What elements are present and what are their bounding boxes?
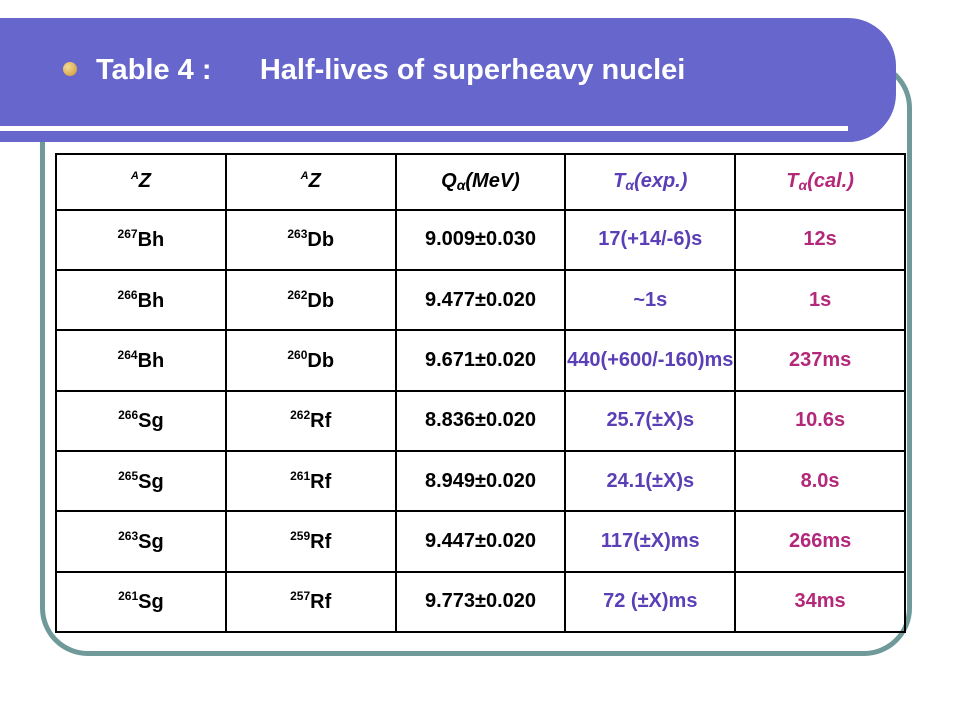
t-cal-cell: 8.0s (734, 450, 906, 513)
header-symbol: Z (308, 170, 321, 193)
q-value-cell: 9.009±0.030 (394, 208, 567, 272)
table-row: 265Sg 261Rf 8.949±0.020 24.1(±X)s 8.0s (55, 450, 906, 513)
t-cal-cell: 237ms (734, 329, 906, 392)
daughter-nucleus-cell: 263Db (224, 208, 397, 272)
header-sub: α (625, 177, 635, 194)
table-row: 261Sg 257Rf 9.773±0.020 72 (±X)ms 34ms (55, 570, 906, 634)
t-exp-cell: 24.1(±X)s (564, 450, 737, 513)
parent-element: Bh (137, 289, 165, 312)
table-row: 266Bh 262Db 9.477±0.020 ~1s 1s (55, 269, 906, 332)
t-exp-cell: 25.7(±X)s (564, 389, 737, 453)
table-row: 263Sg 259Rf 9.447±0.020 117(±X)ms 266ms (55, 510, 906, 573)
t-cal-cell: 34ms (734, 570, 906, 634)
daughter-element: Rf (310, 530, 332, 553)
parent-element: Bh (137, 229, 165, 252)
header-daughter-nucleus: AZ (224, 153, 397, 211)
parent-mass: 266 (118, 408, 139, 423)
q-value-cell: 9.671±0.020 (394, 329, 567, 392)
daughter-nucleus-cell: 257Rf (224, 570, 397, 634)
header-t-exp: Tα(exp.) (564, 153, 737, 211)
q-value-cell: 8.836±0.020 (394, 389, 567, 453)
header-sub: α (798, 177, 808, 194)
t-cal-cell: 10.6s (734, 389, 906, 453)
q-value-cell: 9.477±0.020 (394, 269, 567, 332)
slide-title: Table 4 : Half-lives of superheavy nucle… (96, 54, 686, 86)
t-exp-cell: 117(±X)ms (564, 510, 737, 573)
daughter-nucleus-cell: 260Db (224, 329, 397, 392)
parent-element: Bh (137, 350, 165, 373)
parent-element: Sg (138, 410, 164, 433)
daughter-nucleus-cell: 261Rf (224, 450, 397, 513)
parent-nucleus-cell: 264Bh (55, 329, 227, 392)
t-exp-cell: ~1s (564, 269, 737, 332)
parent-nucleus-cell: 261Sg (55, 570, 227, 634)
daughter-element: Rf (310, 410, 332, 433)
daughter-mass: 263 (287, 227, 308, 242)
header-symbol: T (786, 170, 799, 193)
table-row: 267Bh 263Db 9.009±0.030 17(+14/-6)s 12s (55, 208, 906, 272)
q-value-cell: 8.949±0.020 (394, 450, 567, 513)
daughter-element: Db (307, 289, 335, 312)
t-exp-cell: 17(+14/-6)s (564, 208, 737, 272)
daughter-element: Db (307, 229, 335, 252)
header-unit: (exp.) (634, 170, 688, 193)
title-banner (0, 18, 896, 142)
parent-element: Sg (138, 470, 164, 493)
header-unit: (MeV) (465, 170, 520, 193)
title-underline (0, 126, 848, 131)
daughter-mass: 260 (287, 348, 308, 363)
daughter-mass: 257 (290, 589, 311, 604)
table-row: 266Sg 262Rf 8.836±0.020 25.7(±X)s 10.6s (55, 389, 906, 453)
header-unit: (cal.) (807, 170, 854, 193)
parent-element: Sg (138, 530, 164, 553)
t-cal-cell: 266ms (734, 510, 906, 573)
header-parent-nucleus: AZ (55, 153, 227, 211)
daughter-mass: 262 (290, 408, 311, 423)
parent-element: Sg (138, 591, 164, 614)
parent-mass: 265 (118, 468, 139, 483)
header-sup: A (130, 170, 139, 183)
parent-mass: 266 (117, 287, 138, 302)
parent-mass: 264 (117, 348, 138, 363)
parent-mass: 261 (118, 589, 139, 604)
q-value-cell: 9.773±0.020 (394, 570, 567, 634)
t-cal-cell: 12s (734, 208, 906, 272)
header-t-cal: Tα(cal.) (734, 153, 906, 211)
daughter-mass: 261 (290, 468, 311, 483)
t-exp-cell: 72 (±X)ms (564, 570, 737, 634)
bullet-icon (63, 62, 77, 76)
table-header-row: AZ AZ Qα(MeV) Tα(exp.) Tα(cal.) (55, 153, 906, 211)
q-value-cell: 9.447±0.020 (394, 510, 567, 573)
header-sup: A (300, 170, 309, 183)
header-q-value: Qα(MeV) (394, 153, 567, 211)
header-symbol: Q (441, 170, 457, 193)
t-exp-cell: 440(+600/-160)ms (564, 329, 737, 392)
parent-mass: 263 (118, 528, 139, 543)
t-cal-cell: 1s (734, 269, 906, 332)
parent-mass: 267 (117, 227, 138, 242)
parent-nucleus-cell: 266Bh (55, 269, 227, 332)
daughter-nucleus-cell: 259Rf (224, 510, 397, 573)
daughter-nucleus-cell: 262Rf (224, 389, 397, 453)
header-sub: α (456, 177, 466, 194)
daughter-element: Db (307, 350, 335, 373)
parent-nucleus-cell: 266Sg (55, 389, 227, 453)
parent-nucleus-cell: 265Sg (55, 450, 227, 513)
half-lives-table: AZ AZ Qα(MeV) Tα(exp.) Tα(cal.) 267Bh 263… (55, 153, 906, 634)
daughter-mass: 262 (287, 287, 308, 302)
header-symbol: Z (138, 170, 151, 193)
parent-nucleus-cell: 263Sg (55, 510, 227, 573)
header-symbol: T (613, 170, 626, 193)
daughter-element: Rf (310, 591, 332, 614)
table-row: 264Bh 260Db 9.671±0.020 440(+600/-160)ms 237… (55, 329, 906, 392)
daughter-nucleus-cell: 262Db (224, 269, 397, 332)
daughter-mass: 259 (290, 528, 311, 543)
parent-nucleus-cell: 267Bh (55, 208, 227, 272)
daughter-element: Rf (310, 470, 332, 493)
